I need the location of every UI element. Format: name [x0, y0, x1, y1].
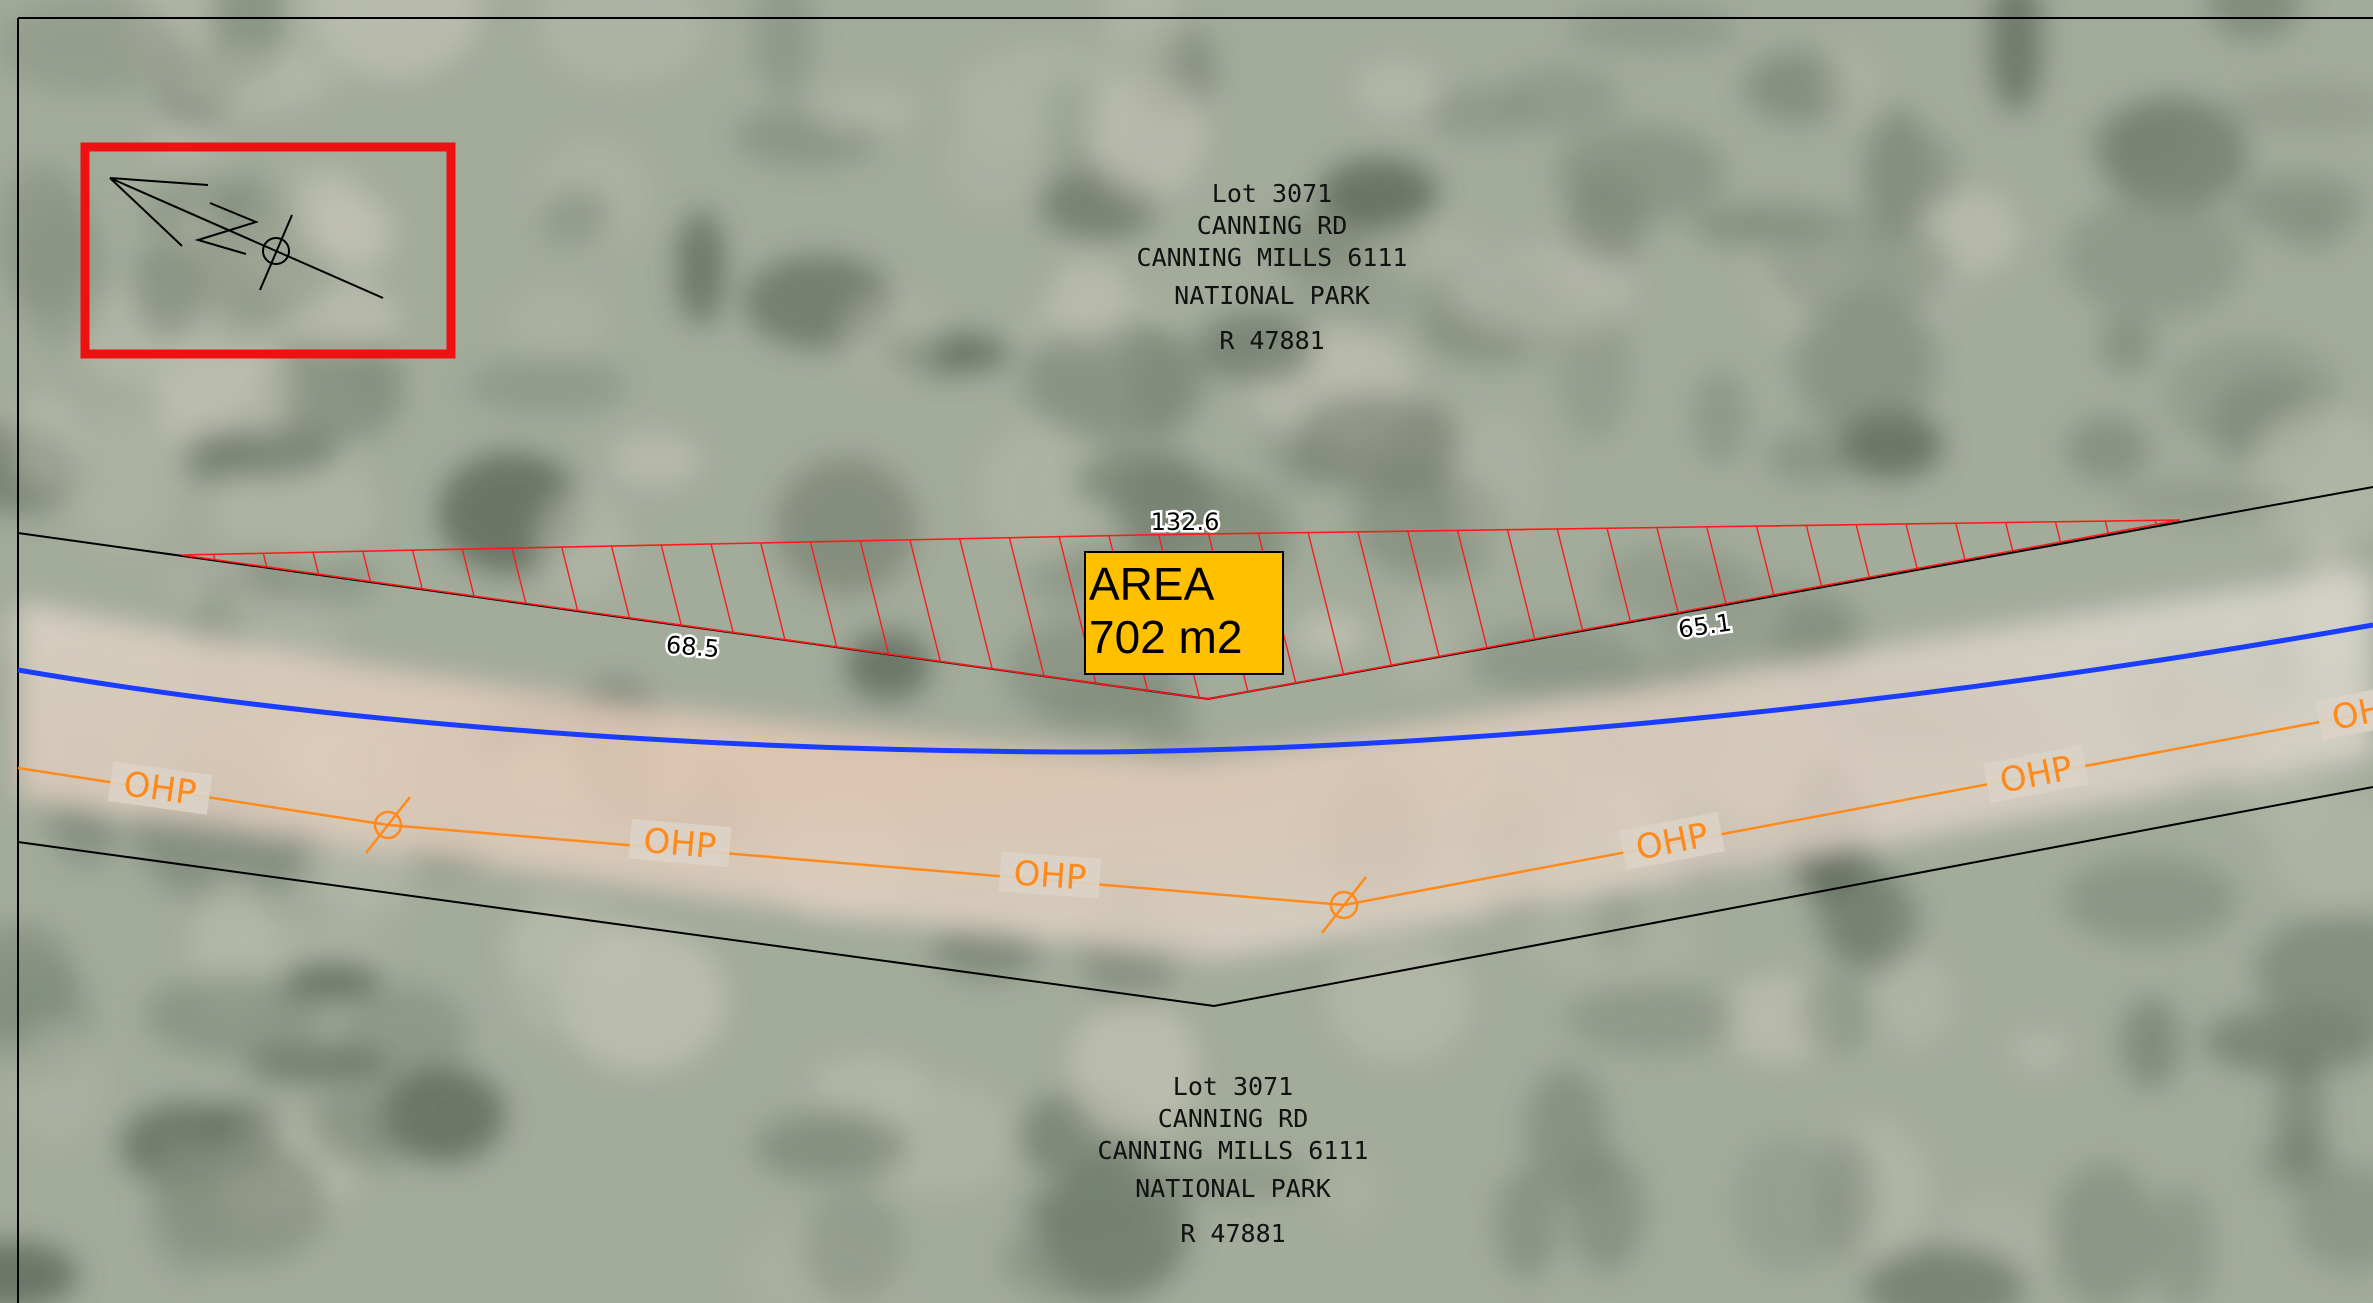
- area-label-value: 702 m2: [1089, 611, 1242, 663]
- lot-number: Lot 3071: [1212, 179, 1332, 208]
- lot-locality: CANNING MILLS 6111: [1098, 1136, 1369, 1165]
- svg-text:OHP: OHP: [1012, 854, 1087, 899]
- dimension-left: 68.5: [665, 631, 721, 664]
- lot-reserve: R 47881: [1180, 1219, 1285, 1248]
- lot-road: CANNING RD: [1158, 1104, 1309, 1133]
- area-label: AREA 702 m2: [1084, 551, 1284, 675]
- dimension-top: 132.6: [1151, 508, 1220, 536]
- area-label-title: AREA: [1089, 558, 1215, 610]
- lot-label-south: Lot 3071 CANNING RD CANNING MILLS 6111 N…: [1098, 1072, 1369, 1248]
- power-pole-icon: [1321, 876, 1367, 934]
- north-arrow-panel: [80, 142, 456, 359]
- lot-locality: CANNING MILLS 6111: [1137, 243, 1408, 272]
- lot-reserve: R 47881: [1219, 326, 1324, 355]
- ohp-label: OHP: [1619, 811, 1725, 871]
- dirt-track: [18, 570, 2373, 960]
- boundary-south: [17, 786, 2373, 1008]
- lot-tenure: NATIONAL PARK: [1174, 281, 1370, 310]
- road-centreline: [17, 622, 2373, 755]
- ohp-label: OHP: [1983, 744, 2089, 804]
- ohp-label: OHP: [998, 851, 1102, 899]
- lot-label-north: Lot 3071 CANNING RD CANNING MILLS 6111 N…: [1137, 179, 1408, 355]
- lot-tenure: NATIONAL PARK: [1135, 1174, 1331, 1203]
- svg-text:OHP: OHP: [642, 821, 718, 867]
- ohp-label: OHP: [628, 818, 732, 868]
- north-arrow-icon: [109, 177, 384, 299]
- lot-road: CANNING RD: [1197, 211, 1348, 240]
- lot-number: Lot 3071: [1173, 1072, 1293, 1101]
- power-pole-icon: [365, 796, 411, 854]
- area-outline: [181, 519, 2181, 700]
